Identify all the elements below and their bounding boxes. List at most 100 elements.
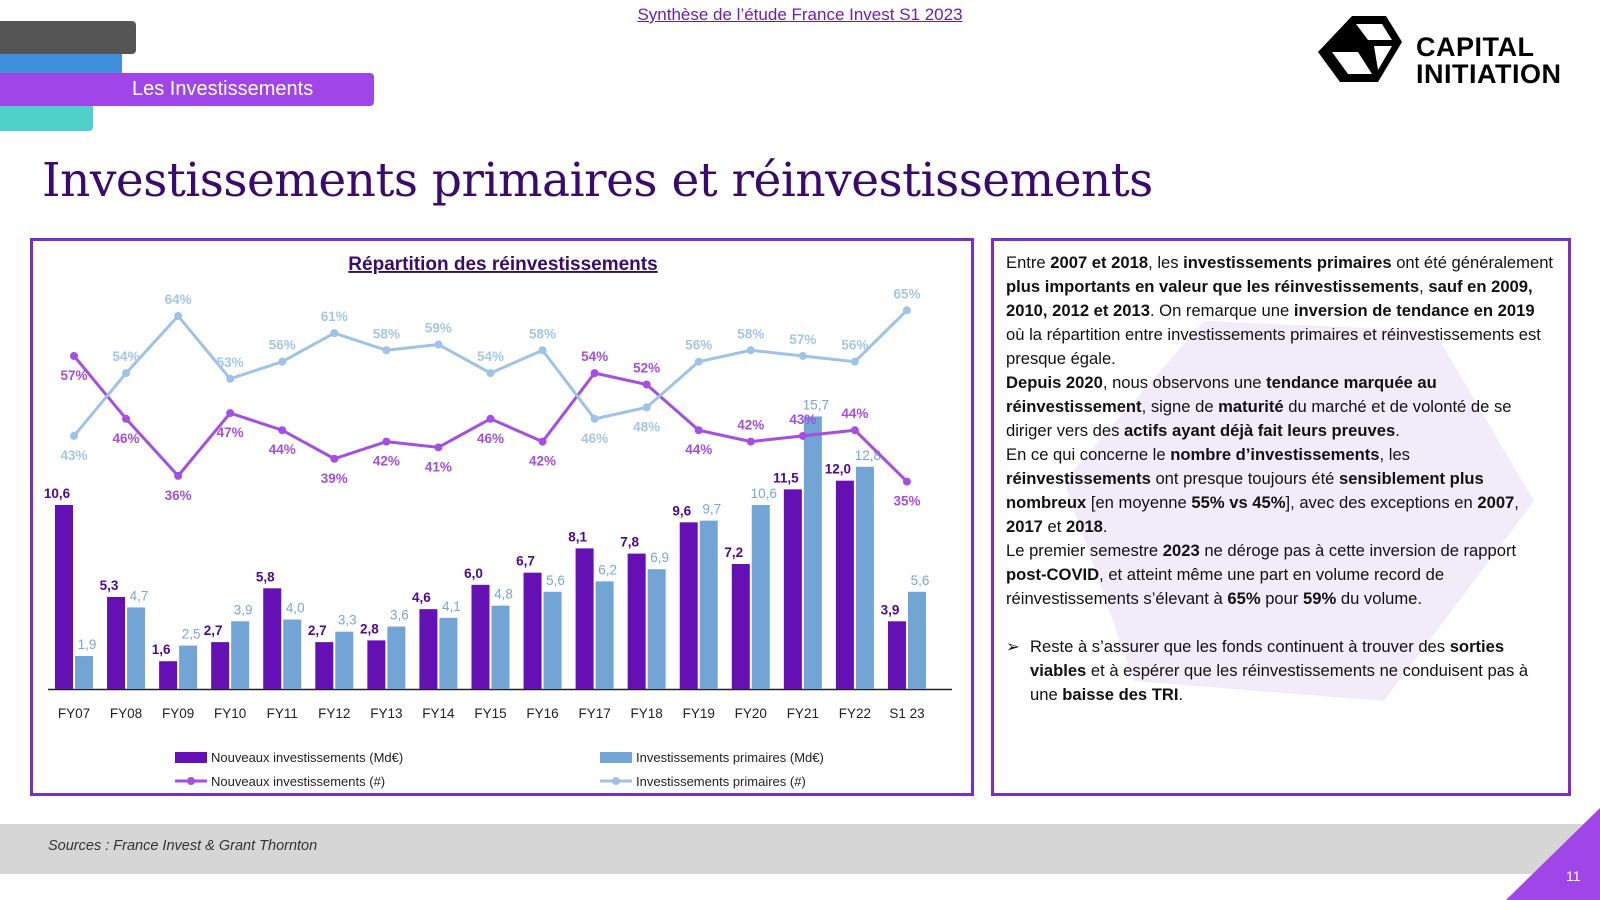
bar-value-label: 5,6 bbox=[546, 573, 565, 588]
emphasis-text: 2017 bbox=[1006, 517, 1043, 536]
x-tick-label: FY18 bbox=[631, 706, 663, 721]
bar-value-label: 4,1 bbox=[442, 599, 461, 614]
header-decor-teal bbox=[0, 106, 93, 131]
bar-nouveaux-md bbox=[55, 504, 73, 689]
legend-marker bbox=[612, 777, 620, 785]
reinvestment-chart: Répartition des réinvestissements FY07 10,… bbox=[44, 254, 952, 789]
line-point bbox=[538, 346, 547, 355]
header-decor-blue bbox=[0, 54, 122, 74]
sources-note: Sources : France Invest & Grant Thornton bbox=[48, 838, 318, 854]
legend-swatch bbox=[600, 752, 632, 763]
x-tick-label: FY10 bbox=[214, 706, 246, 721]
x-tick-label: FY17 bbox=[578, 706, 610, 721]
bar-nouveaux-md bbox=[315, 642, 334, 689]
line-point bbox=[486, 369, 495, 378]
bar-primaires-md bbox=[439, 617, 458, 689]
line-value-label: 65% bbox=[893, 286, 920, 301]
line-point bbox=[382, 346, 391, 355]
line-value-label: 47% bbox=[217, 425, 244, 440]
bar-value-label: 4,8 bbox=[494, 587, 513, 602]
body-text: du marché et de volonté de se diriger ve… bbox=[1006, 397, 1512, 440]
emphasis-text: nombre d’investissements bbox=[1170, 445, 1380, 464]
line-point bbox=[122, 369, 131, 378]
bar-nouveaux-md bbox=[159, 661, 178, 689]
line-point bbox=[590, 414, 599, 423]
body-text: Reste à s’assurer que les fonds continue… bbox=[1030, 637, 1450, 656]
emphasis-text: 2023 bbox=[1162, 541, 1200, 560]
line-point bbox=[434, 443, 443, 452]
line-value-label: 48% bbox=[633, 419, 660, 434]
line-value-label: 42% bbox=[737, 418, 764, 433]
line-value-label: 54% bbox=[477, 349, 504, 364]
emphasis-text: plus importants en valeur que les réinve… bbox=[1006, 277, 1420, 296]
x-tick-label: FY22 bbox=[839, 706, 871, 721]
bar-primaires-md bbox=[595, 581, 614, 689]
body-text: , nous observons une bbox=[1102, 373, 1267, 392]
body-text: , et atteint même une part en volume rec… bbox=[1006, 565, 1445, 608]
line-value-label: 54% bbox=[581, 349, 608, 364]
line-point bbox=[330, 329, 339, 338]
bar-value-label: 1,9 bbox=[78, 637, 97, 652]
bar-nouveaux-md bbox=[627, 553, 646, 689]
bar-value-label: 2,8 bbox=[360, 621, 379, 636]
bar-primaires-md bbox=[855, 466, 874, 689]
emphasis-text: inversion de tendance en 2019 bbox=[1293, 301, 1535, 320]
bar-value-label: 7,8 bbox=[620, 535, 639, 550]
line-value-label: 58% bbox=[737, 326, 764, 341]
line-value-label: 64% bbox=[165, 292, 192, 307]
bar-primaires-md bbox=[179, 645, 198, 689]
bar-value-label: 11,5 bbox=[773, 470, 799, 485]
bar-value-label: 5,6 bbox=[911, 573, 930, 588]
bar-primaires-md bbox=[803, 416, 822, 689]
x-tick-label: FY15 bbox=[474, 706, 506, 721]
emphasis-text: actifs ayant déjà fait leurs preuves bbox=[1124, 421, 1396, 440]
line-point bbox=[902, 306, 911, 315]
bar-primaires-md bbox=[699, 520, 718, 689]
line-value-label: 56% bbox=[269, 338, 296, 353]
body-text: . bbox=[1395, 421, 1400, 440]
body-text: du volume. bbox=[1336, 589, 1423, 608]
emphasis-text: investissements primaires bbox=[1183, 253, 1392, 272]
presentation-title[interactable]: Synthèse de l’étude France Invest S1 202… bbox=[0, 5, 1600, 25]
x-tick-label: FY19 bbox=[683, 706, 715, 721]
bar-value-label: 5,8 bbox=[256, 569, 275, 584]
bar-value-label: 6,9 bbox=[650, 550, 669, 565]
bar-nouveaux-md bbox=[731, 564, 750, 689]
line-point bbox=[70, 431, 78, 440]
bar-nouveaux-md bbox=[679, 522, 698, 689]
presentation-title-link[interactable]: Synthèse de l’étude France Invest S1 202… bbox=[637, 5, 963, 24]
line-value-label: 42% bbox=[529, 454, 556, 469]
arrow-bullet-icon: ➢ bbox=[1006, 637, 1020, 656]
bar-value-label: 2,7 bbox=[204, 623, 223, 638]
footer-band bbox=[0, 824, 1600, 874]
emphasis-text: post-COVID bbox=[1006, 565, 1100, 584]
emphasis-text: 59% bbox=[1303, 589, 1337, 608]
body-text: Le premier semestre bbox=[1006, 541, 1163, 560]
body-text: En ce qui concerne le bbox=[1006, 445, 1171, 464]
body-text: [en moyenne bbox=[1086, 493, 1192, 512]
line-value-label: 57% bbox=[60, 368, 87, 383]
body-text: , bbox=[1419, 277, 1429, 296]
commentary-paragraph: Entre 2007 et 2018, les investissements … bbox=[1006, 251, 1556, 371]
logo-line-2: INITIATION bbox=[1416, 59, 1562, 89]
body-text: , bbox=[1514, 493, 1519, 512]
legend-label: Nouveaux investissements (#) bbox=[211, 774, 385, 789]
bar-primaires-md bbox=[127, 607, 146, 689]
body-text: et bbox=[1042, 517, 1066, 536]
x-tick-label: FY09 bbox=[162, 706, 194, 721]
body-text: ont presque toujours été bbox=[1150, 469, 1340, 488]
line-point bbox=[850, 426, 859, 435]
section-tab: Les Investissements bbox=[0, 73, 374, 106]
emphasis-text: 55% vs 45% bbox=[1191, 493, 1286, 512]
line-point bbox=[122, 414, 131, 423]
bar-value-label: 10,6 bbox=[44, 486, 71, 501]
line-value-label: 57% bbox=[789, 332, 816, 347]
bar-primaires-md bbox=[387, 626, 406, 689]
bar-value-label: 3,6 bbox=[390, 608, 409, 623]
emphasis-text: sensiblement plus nombreux bbox=[1006, 469, 1484, 512]
bar-nouveaux-md bbox=[367, 640, 386, 689]
bar-value-label: 3,9 bbox=[881, 602, 900, 617]
line-value-label: 56% bbox=[685, 338, 712, 353]
emphasis-text: réinvestissements bbox=[1006, 469, 1151, 488]
line-point bbox=[746, 437, 755, 446]
